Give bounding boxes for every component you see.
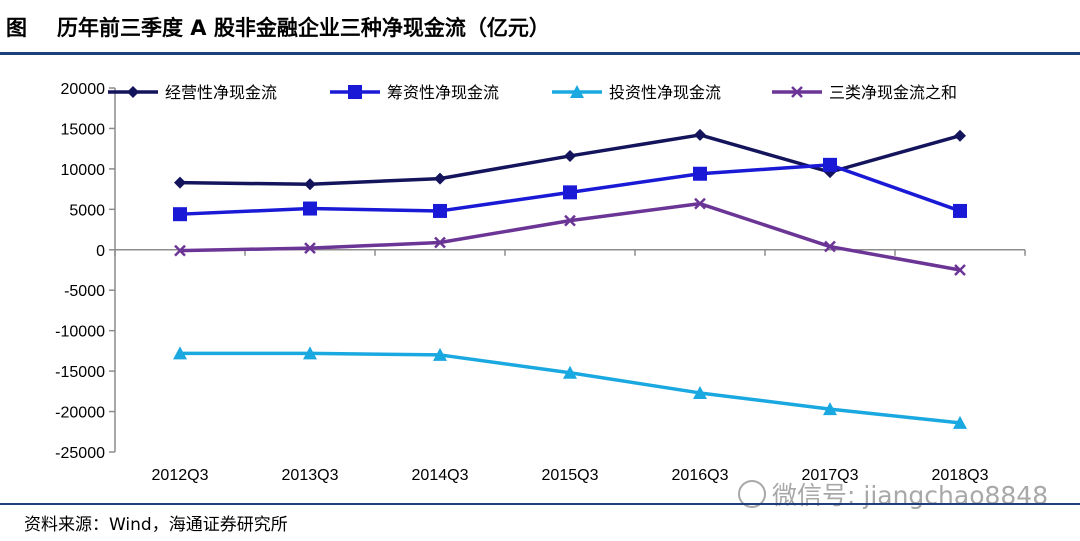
watermark: 微信号: jiangchao8848 [738,476,1048,512]
x-tick-label: 2018Q3 [932,467,989,484]
x-marker-stroke [174,244,186,257]
x-tick-label: 2016Q3 [672,467,729,484]
x-tick-label: 2013Q3 [282,467,339,484]
data-point [563,185,577,200]
data-point [563,365,577,379]
y-tick-label: 15000 [61,121,106,138]
x-marker-stroke [304,242,316,255]
legend-swatch-marker [791,86,803,98]
series-1 [174,128,966,191]
legend-swatch-marker [127,86,139,98]
data-point [433,203,447,218]
chart-title: 图 历年前三季度 A 股非金融企业三种净现金流（亿元） [6,12,550,42]
x-tick-label: 2017Q3 [802,467,859,484]
data-point [303,346,317,360]
data-point [174,244,186,257]
y-tick-label: 0 [96,243,105,260]
series-3 [173,346,967,429]
data-point [953,415,967,429]
data-point [954,129,966,142]
y-tick-label: 5000 [69,202,105,219]
series-2 [173,157,967,222]
data-point [694,197,706,210]
legend-label: 三类净现金流之和 [829,83,957,102]
data-point [564,214,576,227]
watermark-text: 微信号: jiangchao8848 [772,481,1049,510]
legend-item-2: 筹资性净现金流 [330,83,499,102]
data-point [303,201,317,216]
y-tick-label: -25000 [55,445,105,462]
legend-label: 筹资性净现金流 [387,83,499,102]
data-point [433,347,447,361]
data-point [564,149,576,162]
series-4 [174,197,966,276]
data-point [174,176,186,189]
y-tick-label: -5000 [64,283,105,300]
legend: 经营性净现金流 筹资性净现金流 投资性净现金流 三类净现金流之和 [108,83,957,102]
wechat-icon [738,480,766,508]
legend-label: 投资性净现金流 [609,83,721,102]
legend-item-3: 投资性净现金流 [552,83,721,102]
x-marker-stroke [694,197,706,210]
y-tick-label: 20000 [61,81,106,98]
data-point [693,166,707,181]
data-point [823,157,837,172]
figure-label: 图 [6,16,27,40]
data-point [694,128,706,141]
data-point [173,207,187,222]
x-tick-label: 2015Q3 [542,467,599,484]
data-point [304,242,316,255]
series-line [179,201,961,272]
legend-item-4: 三类净现金流之和 [772,83,957,102]
figure-title-text: 历年前三季度 A 股非金融企业三种净现金流（亿元） [57,16,550,40]
x-tick-label: 2014Q3 [412,467,469,484]
legend-swatch-marker [570,85,584,98]
series-lines [173,128,967,429]
data-point [693,385,707,399]
y-tick-label: -20000 [55,405,105,422]
legend-label: 经营性净现金流 [165,83,277,102]
series-line [180,351,961,425]
data-point [953,203,967,218]
x-marker-stroke [791,86,803,98]
legend-item-1: 经营性净现金流 [108,83,277,102]
source-rule [0,503,1080,505]
axes: 20000 15000 10000 5000 0 -5000 -10000 -15000 -20… [55,81,1026,484]
data-point [434,172,446,185]
y-tick-label: -15000 [55,364,105,381]
data-point [824,240,836,253]
y-tick-label: -10000 [55,324,105,341]
y-tick-label: 10000 [61,162,106,179]
x-marker-stroke [434,236,446,249]
data-point [434,236,446,249]
x-marker-stroke [824,240,836,253]
x-tick-label: 2012Q3 [152,467,209,484]
data-point [173,346,187,360]
data-point [954,264,966,276]
x-marker-stroke [954,264,966,276]
legend-swatch-marker [348,85,362,99]
source-note: 资料来源：Wind，海通证券研究所 [24,515,288,535]
data-point [823,402,837,416]
x-marker-stroke [564,214,576,227]
title-rule [0,52,1080,55]
data-point [304,178,316,191]
